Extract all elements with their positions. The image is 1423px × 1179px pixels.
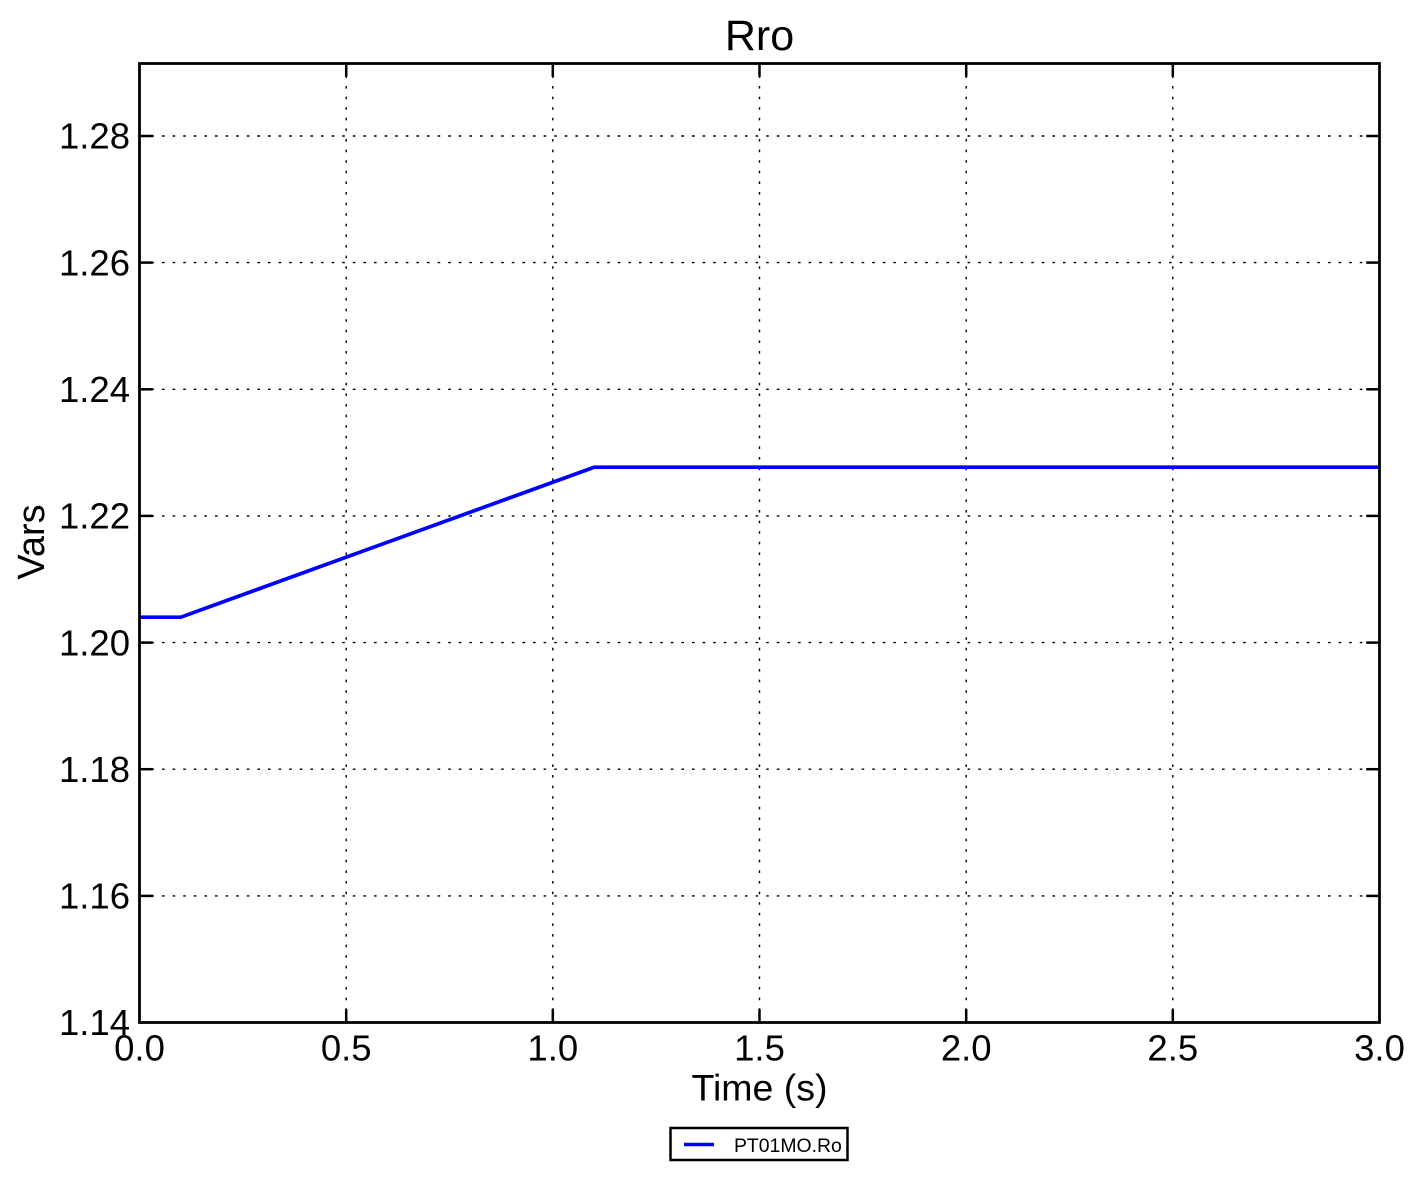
- svg-text:1.28: 1.28: [59, 116, 130, 157]
- svg-text:PT01MO.Ro: PT01MO.Ro: [734, 1135, 842, 1157]
- svg-text:1.20: 1.20: [59, 622, 130, 663]
- svg-text:Time (s): Time (s): [691, 1066, 827, 1108]
- svg-text:2.5: 2.5: [1147, 1028, 1198, 1069]
- svg-text:1.16: 1.16: [59, 876, 130, 917]
- svg-text:1.18: 1.18: [59, 749, 130, 790]
- svg-text:0.0: 0.0: [114, 1028, 165, 1069]
- svg-text:1.0: 1.0: [527, 1028, 578, 1069]
- svg-text:1.5: 1.5: [734, 1028, 785, 1069]
- svg-text:0.5: 0.5: [321, 1028, 372, 1069]
- svg-text:1.22: 1.22: [59, 496, 130, 537]
- svg-text:1.14: 1.14: [59, 1002, 130, 1043]
- svg-text:1.24: 1.24: [59, 369, 130, 410]
- svg-text:3.0: 3.0: [1354, 1028, 1405, 1069]
- svg-text:Rro: Rro: [725, 12, 794, 60]
- svg-text:Vars: Vars: [11, 504, 53, 579]
- svg-text:2.0: 2.0: [941, 1028, 992, 1069]
- svg-text:1.26: 1.26: [59, 242, 130, 283]
